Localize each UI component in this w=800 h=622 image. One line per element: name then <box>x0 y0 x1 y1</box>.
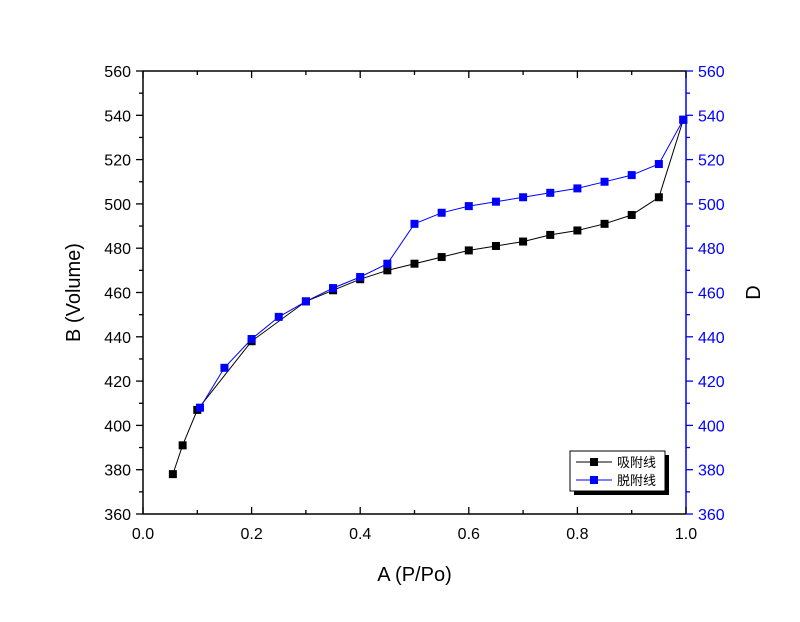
series-line-0 <box>172 119 684 475</box>
legend-box <box>569 450 666 492</box>
series-0-point <box>546 230 555 239</box>
y-left-tick-label: 560 <box>104 64 131 81</box>
series-1-point <box>437 208 446 217</box>
series-1-point <box>247 335 256 344</box>
y-left-tick-label: 360 <box>104 507 131 524</box>
series-1-point <box>301 297 310 306</box>
series-0-point <box>383 266 392 275</box>
x-tick-label: 0.0 <box>132 526 154 543</box>
series-1-point <box>679 115 688 124</box>
x-tick-label: 1.0 <box>675 526 697 543</box>
series-0-point <box>178 441 187 450</box>
series-0-point <box>464 246 473 255</box>
series-1-point <box>627 171 636 180</box>
y-left-tick-label: 420 <box>104 374 131 391</box>
legend-label-0: 吸附线 <box>617 455 656 470</box>
series-1-point <box>464 202 473 211</box>
x-tick-label: 0.6 <box>458 526 480 543</box>
series-1-point <box>546 188 555 197</box>
y-left-tick-label: 460 <box>104 286 131 303</box>
series-0-point <box>600 219 609 228</box>
series-1-point <box>196 403 205 412</box>
series-0-point <box>491 241 500 250</box>
legend-label-1: 脱附线 <box>617 473 656 488</box>
x-axis-title: A (P/Po) <box>377 564 451 586</box>
series-0-point <box>654 193 663 202</box>
series-1-point <box>654 160 663 169</box>
series-1-point <box>410 219 419 228</box>
series-1-point <box>356 272 365 281</box>
y-right-tick-label: 400 <box>698 418 725 435</box>
y-right-tick-label: 520 <box>698 153 725 170</box>
series-1-point <box>383 259 392 268</box>
y-right-tick-label: 540 <box>698 108 725 125</box>
y-right-tick-label: 360 <box>698 507 725 524</box>
y-right-tick-label: 440 <box>698 330 725 347</box>
legend-marker-0 <box>590 458 598 466</box>
y-left-tick-label: 480 <box>104 241 131 258</box>
y-left-tick-label: 520 <box>104 153 131 170</box>
y-right-tick-label: 380 <box>698 463 725 480</box>
series-0-point <box>437 253 446 262</box>
series-0-point <box>519 237 528 246</box>
y-right-tick-label: 460 <box>698 286 725 303</box>
series-0-point <box>627 210 636 219</box>
series-1-point <box>220 363 229 372</box>
y-right-tick-label: 420 <box>698 374 725 391</box>
y-left-tick-label: 440 <box>104 330 131 347</box>
series-1-point <box>573 184 582 193</box>
y-left-axis-title: B (Volume) <box>63 243 85 342</box>
y-right-tick-label: 500 <box>698 197 725 214</box>
series-line-1 <box>199 119 684 408</box>
x-tick-label: 0.2 <box>240 526 262 543</box>
series-1-point <box>491 197 500 206</box>
legend-marker-1 <box>590 476 598 484</box>
y-right-tick-label: 560 <box>698 64 725 81</box>
series-1-point <box>600 177 609 186</box>
series-1-point <box>274 312 283 321</box>
x-tick-label: 0.8 <box>566 526 588 543</box>
y-right-tick-label: 480 <box>698 241 725 258</box>
series-0-point <box>573 226 582 235</box>
series-0-point <box>168 470 177 479</box>
series-1-point <box>329 284 338 293</box>
x-tick-label: 0.4 <box>349 526 371 543</box>
y-left-tick-label: 400 <box>104 418 131 435</box>
series-0-point <box>410 259 419 268</box>
y-right-axis-title: D <box>743 285 765 299</box>
y-left-tick-label: 540 <box>104 108 131 125</box>
y-left-tick-label: 500 <box>104 197 131 214</box>
series-1-point <box>519 193 528 202</box>
y-left-tick-label: 380 <box>104 463 131 480</box>
